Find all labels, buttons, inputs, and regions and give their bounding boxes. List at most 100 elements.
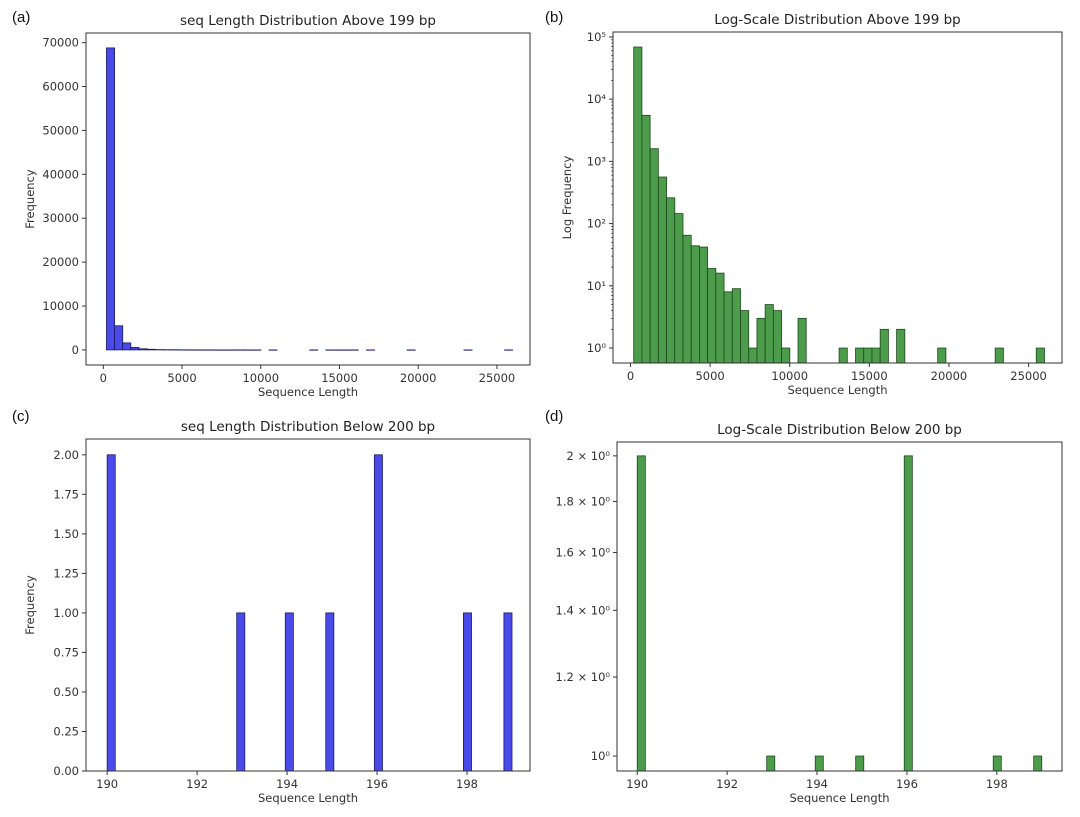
axes-frame: [85, 438, 531, 772]
chart-title: seq Length Distribution Above 199 bp: [180, 13, 436, 29]
y-tick-label: 20000: [42, 255, 79, 269]
y-tick-label: 1.75: [53, 487, 79, 501]
y-tick-label: 10⁵: [587, 30, 607, 44]
x-axis-label: Sequence Length: [258, 791, 358, 805]
x-tick-label: 20000: [400, 371, 437, 385]
histogram-bar: [682, 234, 692, 364]
panel-label: (b): [545, 9, 563, 26]
x-tick-label: 20000: [931, 369, 968, 383]
y-tick-label: 2.00: [53, 448, 79, 462]
x-tick-label: 5000: [695, 369, 724, 383]
y-tick-label: 10³: [587, 154, 607, 168]
axes-frame: [85, 32, 531, 366]
histogram-bar: [649, 148, 659, 364]
x-tick-label: 25000: [479, 371, 516, 385]
histogram-bar: [863, 347, 873, 364]
y-tick-label: 10⁴: [587, 92, 607, 106]
histogram-bar: [657, 176, 667, 364]
y-tick-label: 1.4 × 10⁰: [556, 603, 611, 617]
histogram-bar: [674, 213, 684, 364]
histogram-bar: [114, 325, 124, 351]
histogram-bar: [903, 455, 913, 772]
y-tick-label: 0.25: [53, 724, 79, 738]
y-tick-label: 1.25: [53, 566, 79, 580]
y-axis-label: Frequency: [23, 575, 37, 635]
x-tick-label: 192: [716, 777, 738, 791]
subplot-b: 0 5000 10000 15000 20000 25000 10⁰ 10¹ 10² 10³ 10⁴…: [545, 9, 1063, 397]
histogram-bar: [707, 268, 717, 364]
histogram-bar: [130, 347, 140, 351]
histogram-bar: [871, 347, 881, 364]
x-axis-label: Sequence Length: [258, 385, 358, 399]
histogram-bar: [879, 328, 889, 364]
histogram-bar: [855, 347, 865, 364]
y-tick-label: 0.75: [53, 645, 79, 659]
x-tick-label: 198: [456, 777, 478, 791]
y-tick-label: 60000: [42, 80, 79, 94]
histogram-bar: [764, 304, 774, 364]
x-tick-label: 192: [186, 777, 208, 791]
x-tick-label: 15000: [851, 369, 888, 383]
x-tick-label: 25000: [1010, 369, 1047, 383]
chart-title: Log-Scale Distribution Below 200 bp: [717, 422, 962, 438]
histogram-bar: [797, 317, 807, 364]
histogram-bar: [740, 310, 750, 364]
histogram-bar: [641, 114, 651, 364]
x-tick-label: 10000: [771, 369, 808, 383]
x-tick-label: 198: [986, 777, 1008, 791]
y-tick-label: 1.2 × 10⁰: [556, 670, 611, 684]
x-tick-label: 194: [276, 777, 298, 791]
y-tick-label: 50000: [42, 123, 79, 137]
y-tick-label: 10⁰: [587, 341, 607, 355]
y-tick-label: 0: [72, 343, 79, 357]
y-tick-label: 0.00: [53, 764, 79, 778]
histogram-bar: [896, 328, 906, 364]
histogram-bar: [146, 348, 156, 351]
x-tick-label: 5000: [167, 371, 196, 385]
x-tick-label: 15000: [321, 371, 358, 385]
panel-label: (a): [12, 9, 30, 26]
histogram-bar: [138, 348, 148, 351]
y-tick-label: 10000: [42, 299, 79, 313]
histogram-bar: [373, 454, 383, 772]
y-tick-label: 1.00: [53, 606, 79, 620]
histogram-bar: [636, 455, 646, 772]
histogram-bar: [781, 347, 791, 364]
y-tick-label: 40000: [42, 167, 79, 181]
histogram-bar: [992, 755, 1002, 772]
histogram-bar: [756, 317, 766, 364]
subplot-c: 190 192 194 196 198 0.00 0.25 0.50 0.75 1.00 1.25 1…: [12, 408, 531, 805]
histogram-bar: [106, 454, 116, 772]
histogram-bar: [236, 612, 246, 772]
histogram-bar: [772, 310, 782, 364]
histogram-bar: [766, 755, 776, 772]
panel-label: (d): [545, 408, 563, 425]
histogram-bar: [748, 347, 758, 364]
histogram-bar: [1033, 755, 1043, 772]
histogram-bar: [633, 46, 643, 364]
x-tick-label: 196: [896, 777, 918, 791]
y-tick-label: 1.6 × 10⁰: [556, 545, 611, 559]
x-tick-label: 196: [366, 777, 388, 791]
x-axis-label: Sequence Length: [787, 383, 887, 397]
histogram-bar: [937, 347, 947, 364]
y-tick-label: 10¹: [587, 279, 606, 293]
histogram-bar: [463, 612, 472, 772]
axes-frame: [612, 31, 1063, 364]
histogram-bar: [1035, 347, 1045, 364]
y-tick-label: 0.50: [53, 685, 79, 699]
histogram-bar: [106, 47, 115, 351]
histogram-bar: [666, 197, 676, 364]
subplot-a: 0 5000 10000 15000 20000 25000 0 10000 20000 3000…: [12, 9, 531, 399]
y-tick-label: 70000: [42, 36, 79, 50]
histogram-bar: [855, 755, 865, 772]
x-tick-label: 0: [100, 371, 107, 385]
x-tick-label: 190: [626, 777, 648, 791]
y-tick-label: 1.50: [53, 527, 79, 541]
y-axis-label: Log Frequency: [560, 156, 574, 240]
histogram-bar: [690, 245, 700, 364]
x-tick-label: 190: [96, 777, 118, 791]
histogram-bar: [122, 342, 132, 351]
x-tick-label: 10000: [242, 371, 279, 385]
